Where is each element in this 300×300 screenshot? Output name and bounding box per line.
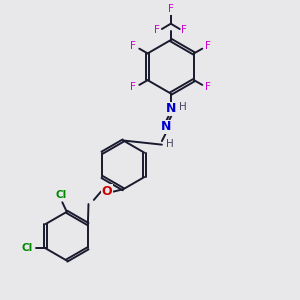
Text: F: F — [130, 41, 136, 51]
Text: O: O — [102, 185, 112, 198]
Text: F: F — [154, 25, 160, 35]
Text: H: H — [179, 103, 187, 112]
Text: F: F — [205, 82, 211, 92]
Text: Cl: Cl — [56, 190, 67, 200]
Text: N: N — [166, 103, 176, 116]
Text: H: H — [166, 139, 174, 149]
Text: N: N — [161, 120, 172, 133]
Text: F: F — [181, 25, 187, 35]
Text: F: F — [130, 82, 136, 92]
Text: F: F — [205, 41, 211, 51]
Text: F: F — [168, 4, 174, 14]
Text: Cl: Cl — [22, 243, 33, 254]
